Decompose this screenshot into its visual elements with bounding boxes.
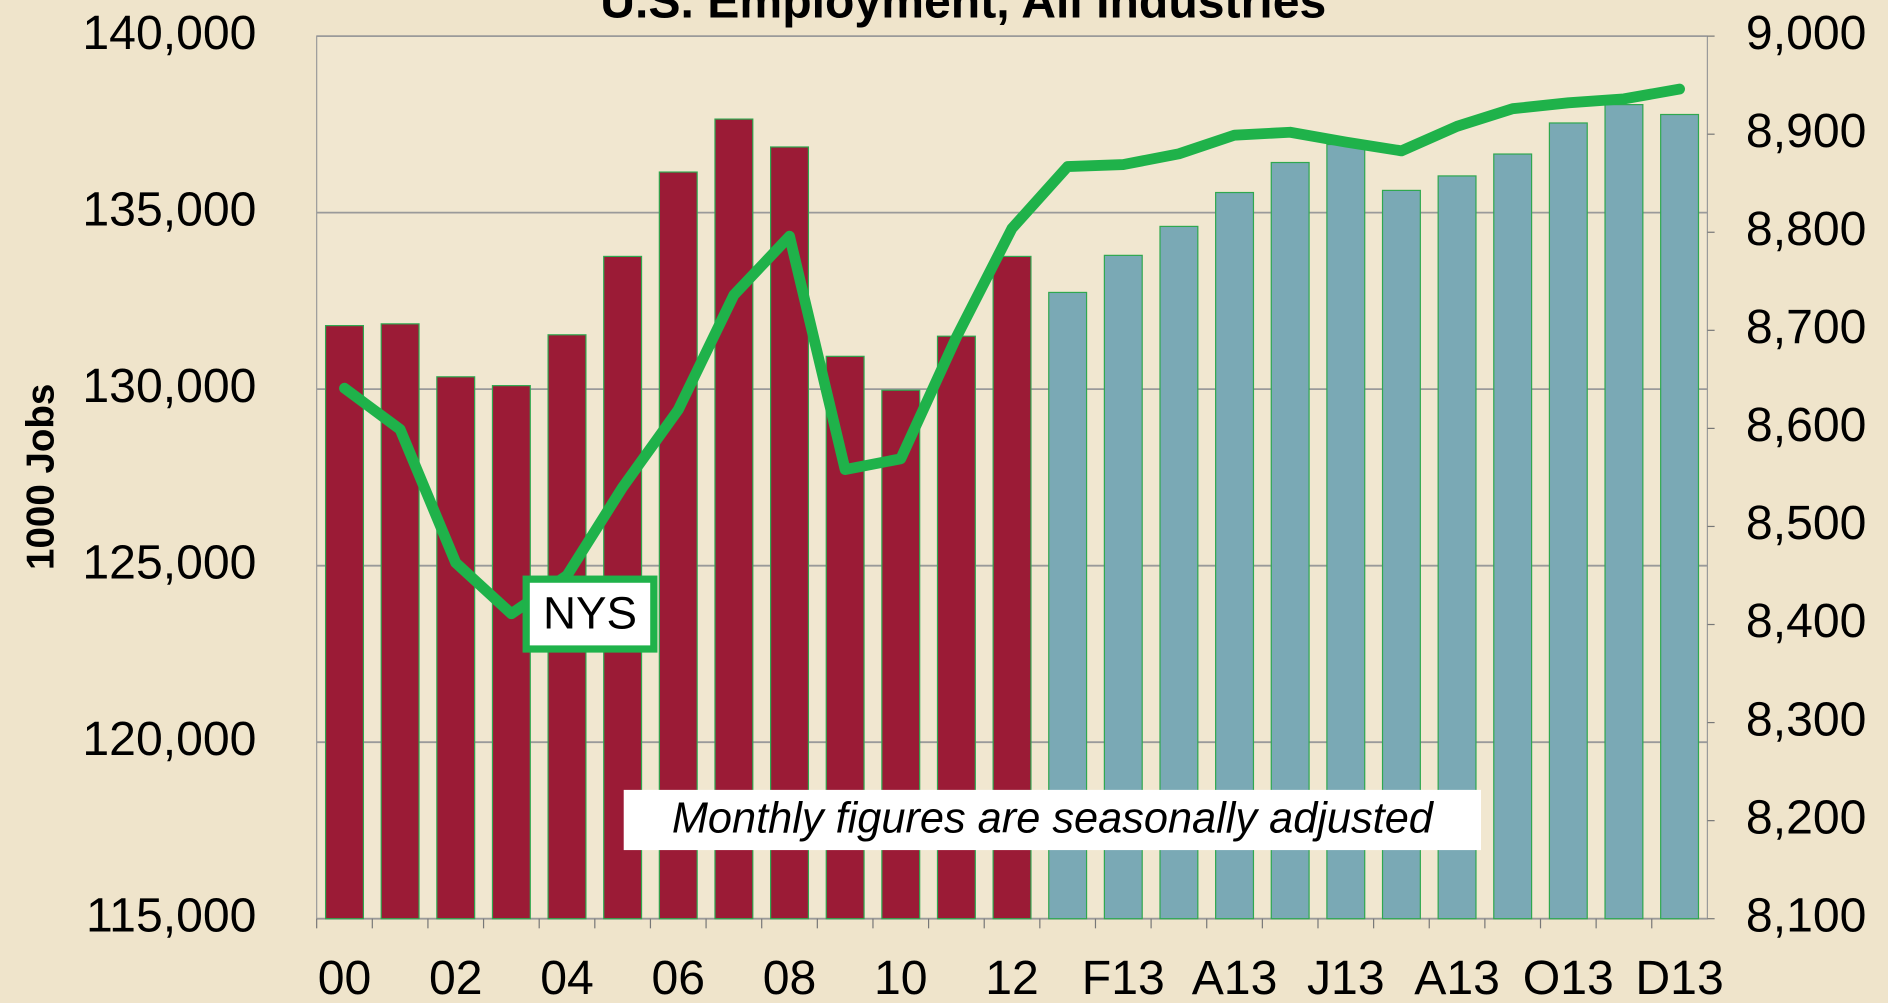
y-tick-label: 115,000 [86, 888, 257, 942]
note-box [623, 789, 1482, 851]
bar [324, 325, 365, 920]
y2-tick-label: 8,600 [1746, 398, 1867, 452]
x-tick-label: 10 [874, 951, 928, 1003]
y-tick-label: 135,000 [82, 182, 256, 236]
y2-tick-label: 8,200 [1746, 790, 1867, 844]
y2-tick-label: 9,000 [1746, 6, 1867, 60]
x-tick-label: O13 [1523, 951, 1614, 1003]
x-tick-label: 08 [763, 951, 817, 1003]
bar [714, 118, 754, 920]
bar [1326, 143, 1366, 920]
x-tick-label: 12 [985, 951, 1039, 1003]
line [339, 83, 1685, 620]
y2-tick-label: 8,400 [1746, 594, 1867, 648]
x-tick-label: 06 [651, 951, 705, 1003]
x-tick-label: 02 [429, 951, 483, 1003]
y-tick-label: 125,000 [82, 535, 256, 589]
x-tick-label: A13 [1192, 951, 1278, 1003]
annotation: Monthly figures are seasonally adjusted [672, 795, 1435, 843]
y2-tick-label: 8,900 [1746, 104, 1867, 158]
series-label: NYS [543, 588, 637, 639]
bar [436, 376, 476, 920]
bar [1548, 122, 1588, 920]
annotation-box [522, 575, 658, 653]
x-tick-label: J13 [1307, 951, 1385, 1003]
x-tick-label: 00 [318, 951, 372, 1003]
y2-tick-label: 8,800 [1746, 202, 1867, 256]
y2-tick-label: 8,300 [1746, 692, 1867, 746]
y-axis-label: 1000 Jobs [20, 384, 63, 570]
y2-tick-label: 8,500 [1746, 496, 1867, 550]
bar [1604, 104, 1644, 920]
bar [1660, 113, 1700, 920]
y2-tick-label: 8,100 [1746, 888, 1867, 942]
x-tick-label: 04 [540, 951, 594, 1003]
y-tick-label: 130,000 [82, 359, 256, 413]
y-tick-label: 120,000 [82, 712, 256, 766]
x-tick-label: F13 [1082, 951, 1165, 1003]
chart-title: U.S. Employment, All Industries [600, 0, 1326, 29]
bar [1493, 153, 1533, 920]
x-tick-label: D13 [1635, 951, 1723, 1003]
y-tick-label: 140,000 [82, 6, 256, 60]
y2-tick-label: 8,700 [1746, 300, 1867, 354]
x-tick-label: A13 [1414, 951, 1500, 1003]
